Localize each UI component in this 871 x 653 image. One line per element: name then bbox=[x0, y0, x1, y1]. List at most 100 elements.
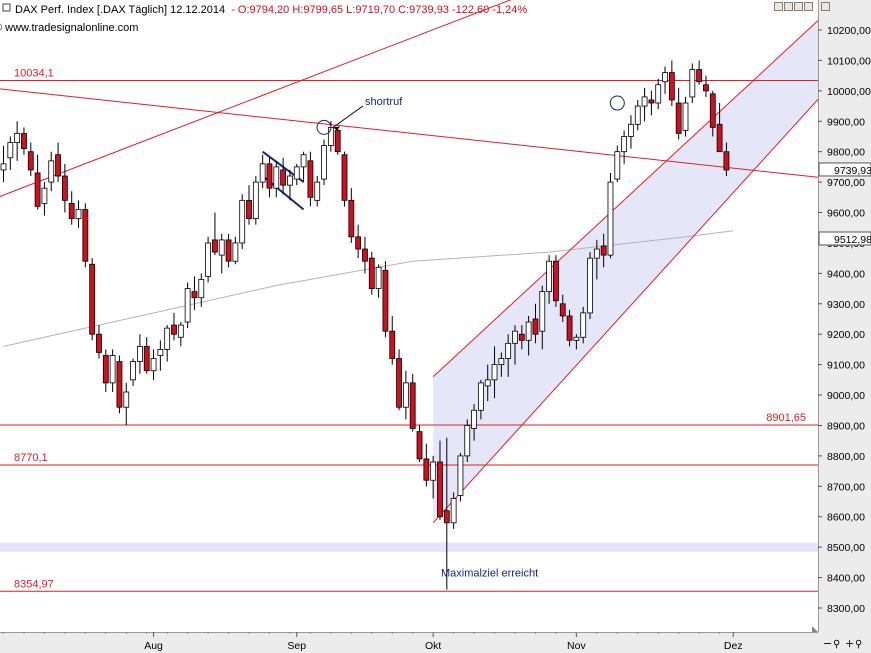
window-scroll-down-icon[interactable] bbox=[784, 2, 793, 11]
x-tick-label: Okt bbox=[425, 640, 441, 652]
candle bbox=[55, 142, 61, 183]
y-tick-label: 8400,00 bbox=[827, 573, 865, 585]
candle-body bbox=[55, 154, 61, 177]
candle bbox=[293, 163, 300, 186]
candle-body bbox=[457, 455, 464, 496]
candle-body bbox=[375, 266, 382, 289]
candle bbox=[437, 440, 443, 520]
candle-body bbox=[675, 102, 682, 134]
level-label: 8770,1 bbox=[14, 452, 48, 464]
magnifier-icon[interactable]: ⚲ bbox=[833, 639, 840, 650]
y-tick-label: 8500,00 bbox=[827, 542, 865, 554]
candle bbox=[457, 452, 464, 502]
window-close-icon[interactable] bbox=[821, 2, 830, 11]
candle-body bbox=[389, 330, 396, 359]
candle-body bbox=[362, 248, 368, 262]
scroll-corner-icon[interactable] bbox=[812, 626, 818, 632]
candle-body bbox=[703, 84, 709, 92]
candle-body bbox=[614, 151, 621, 180]
candle-body bbox=[553, 260, 559, 302]
price-label: 9739,93 bbox=[834, 165, 871, 177]
candle bbox=[532, 303, 539, 344]
price-axis-background bbox=[818, 0, 871, 653]
trend-line bbox=[0, 88, 818, 178]
candle bbox=[41, 182, 48, 216]
candle-body bbox=[232, 242, 239, 262]
candle bbox=[21, 127, 27, 155]
candle-body bbox=[273, 166, 280, 189]
candle-body bbox=[252, 181, 259, 220]
candle-body bbox=[239, 199, 246, 244]
candle bbox=[389, 315, 396, 365]
candle-body bbox=[491, 364, 498, 381]
candle-body bbox=[89, 263, 96, 335]
window-scroll-right-icon[interactable] bbox=[804, 2, 813, 11]
zoom-in-icon[interactable]: ⚲ bbox=[855, 639, 862, 650]
candle-body bbox=[580, 312, 587, 338]
header-menu-icon[interactable] bbox=[2, 3, 11, 12]
candle bbox=[396, 349, 402, 411]
candle bbox=[348, 188, 355, 243]
candle bbox=[198, 273, 205, 307]
channel-line bbox=[432, 98, 818, 524]
candle-body bbox=[116, 361, 123, 408]
candle-body bbox=[518, 333, 525, 341]
candle bbox=[96, 325, 102, 359]
candle-body bbox=[123, 391, 130, 408]
candle-body bbox=[539, 291, 546, 332]
candle-body bbox=[143, 345, 150, 372]
candle-body bbox=[634, 105, 641, 125]
candle-body bbox=[157, 349, 164, 356]
candle bbox=[109, 349, 116, 393]
candle bbox=[232, 236, 239, 265]
candle-body bbox=[546, 260, 552, 293]
window-scroll-up-icon[interactable] bbox=[774, 2, 783, 11]
level-label: 8354,97 bbox=[14, 578, 54, 590]
candle bbox=[164, 325, 171, 362]
candle bbox=[136, 334, 143, 374]
candle-body bbox=[266, 163, 273, 189]
candle bbox=[143, 337, 150, 374]
candle bbox=[450, 492, 457, 529]
y-tick-label: 8900,00 bbox=[827, 420, 865, 432]
candle-body bbox=[512, 330, 518, 344]
candle bbox=[443, 437, 450, 590]
candle bbox=[225, 233, 232, 268]
candle bbox=[641, 87, 648, 122]
chart-header: DAX Perf. Index [.DAX Täglich] 12.12.201… bbox=[0, 3, 527, 34]
candle bbox=[246, 185, 252, 225]
candle-body bbox=[607, 181, 614, 256]
minus-zoom-icon[interactable]: − bbox=[823, 637, 832, 650]
candle-body bbox=[505, 342, 512, 359]
candle bbox=[239, 194, 246, 250]
candle bbox=[314, 176, 321, 207]
x-tick-label: Aug bbox=[144, 640, 163, 652]
y-tick-label: 8800,00 bbox=[827, 451, 865, 463]
candle bbox=[184, 282, 191, 329]
candle-body bbox=[300, 154, 307, 168]
window-scroll-left-icon[interactable] bbox=[794, 2, 803, 11]
plus-zoom-icon[interactable]: + bbox=[845, 637, 854, 650]
candle-body bbox=[191, 291, 198, 299]
candle-body bbox=[450, 498, 457, 524]
candle-body bbox=[205, 242, 212, 277]
candle bbox=[587, 252, 593, 319]
y-tick-label: 9900,00 bbox=[827, 116, 865, 128]
candle-body bbox=[150, 358, 157, 372]
candle bbox=[259, 154, 266, 189]
candle bbox=[512, 325, 518, 365]
candle-body bbox=[525, 321, 532, 341]
candle-body bbox=[430, 461, 437, 481]
candle bbox=[505, 334, 512, 377]
annotation-shortruf: shortruf bbox=[365, 96, 403, 108]
candle bbox=[716, 103, 723, 153]
price-label: 9512,98 bbox=[834, 234, 871, 246]
candle-body bbox=[471, 409, 477, 429]
candle bbox=[368, 252, 375, 295]
candle bbox=[334, 127, 341, 155]
candle-body bbox=[566, 315, 573, 341]
candle bbox=[662, 66, 668, 94]
candle bbox=[14, 121, 21, 161]
candle bbox=[696, 60, 703, 85]
y-tick-label: 10100,00 bbox=[827, 55, 871, 67]
